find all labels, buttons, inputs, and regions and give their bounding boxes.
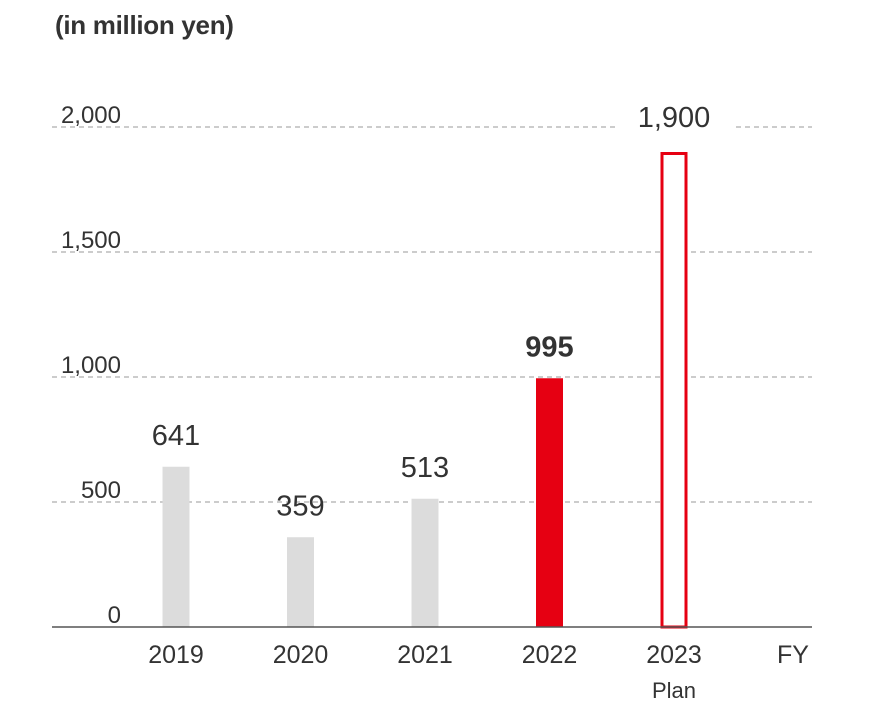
bar-2019 xyxy=(162,466,190,627)
x-tick-label-2020: 2020 xyxy=(273,641,329,669)
y-tick-label-500: 500 xyxy=(81,477,121,504)
value-label-bg-2023 xyxy=(616,92,732,132)
y-tick-label-1000: 1,000 xyxy=(61,352,121,379)
y-tick-label-1500: 1,500 xyxy=(61,227,121,254)
x-axis-ticks: 2019 2020 2021 2022 2023 Plan xyxy=(148,641,702,703)
y-tick-label-0: 0 xyxy=(108,602,121,629)
unit-label: (in million yen) xyxy=(55,10,234,40)
value-labels: 641 359 513 995 1,900 xyxy=(152,92,732,522)
bar-2022 xyxy=(536,378,563,627)
bar-2020 xyxy=(287,537,314,627)
bar-2023 xyxy=(660,152,688,629)
x-tick-label-2023: 2023 xyxy=(646,641,702,669)
value-label-2022: 995 xyxy=(525,331,573,363)
y-tick-label-2000: 2,000 xyxy=(61,102,121,129)
x-tick-label-2019: 2019 xyxy=(148,641,204,669)
bars xyxy=(162,152,688,629)
value-label-2019: 641 xyxy=(152,420,200,452)
value-label-2021: 513 xyxy=(401,452,449,484)
x-tick-sublabel-2023: Plan xyxy=(652,678,696,703)
value-label-2020: 359 xyxy=(276,490,324,522)
y-axis-ticks: 0 500 1,000 1,500 2,000 xyxy=(61,102,121,629)
bar-2021 xyxy=(411,498,439,627)
x-tick-label-2021: 2021 xyxy=(397,641,453,669)
value-label-2023: 1,900 xyxy=(638,102,711,134)
x-tick-label-2022: 2022 xyxy=(522,641,578,669)
x-axis-title: FY xyxy=(777,641,809,669)
